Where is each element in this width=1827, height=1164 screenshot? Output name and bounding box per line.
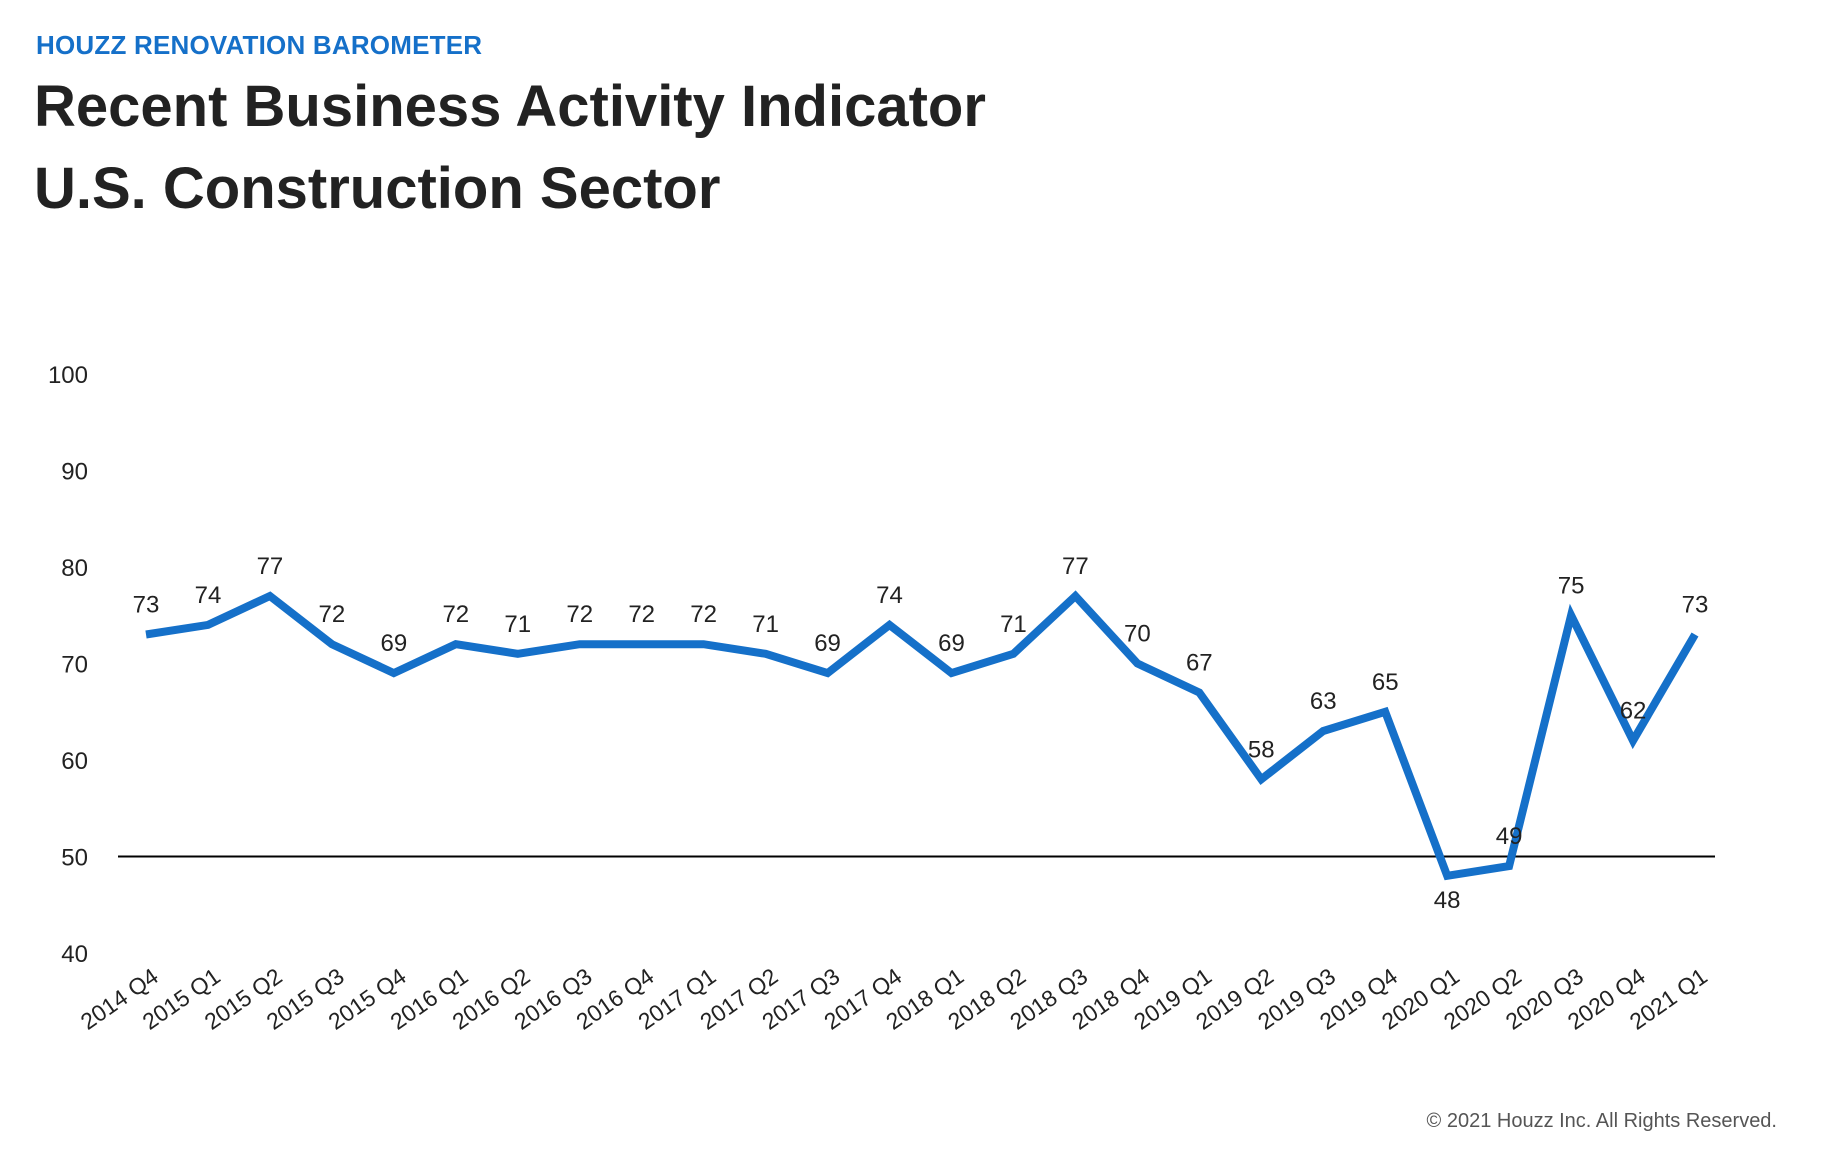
eyebrow-label: HOUZZ RENOVATION BAROMETER bbox=[36, 30, 483, 60]
data-label: 71 bbox=[752, 611, 779, 638]
data-label: 65 bbox=[1372, 669, 1399, 696]
data-label: 71 bbox=[504, 611, 531, 638]
data-label: 58 bbox=[1248, 736, 1275, 763]
y-tick-label: 50 bbox=[61, 845, 88, 872]
title-line-2: U.S. Construction Sector bbox=[34, 156, 721, 221]
y-tick-label: 60 bbox=[61, 748, 88, 775]
data-label: 73 bbox=[133, 592, 160, 619]
data-label: 72 bbox=[628, 601, 655, 628]
page-title: Recent Business Activity Indicator U.S. … bbox=[34, 66, 986, 230]
y-tick-label: 70 bbox=[61, 652, 88, 679]
series-polyline bbox=[145, 590, 1699, 881]
data-label: 73 bbox=[1682, 592, 1709, 619]
data-label: 69 bbox=[938, 630, 965, 657]
y-axis: 40 50 60 70 80 90 100 bbox=[48, 362, 88, 968]
data-label: 63 bbox=[1310, 688, 1337, 715]
y-tick-label: 40 bbox=[61, 941, 88, 968]
data-label: 74 bbox=[195, 582, 222, 609]
data-label: 49 bbox=[1496, 823, 1523, 850]
data-label: 74 bbox=[876, 582, 903, 609]
data-label: 77 bbox=[1062, 553, 1089, 580]
data-label: 72 bbox=[442, 601, 469, 628]
data-label: 72 bbox=[566, 601, 593, 628]
data-label: 62 bbox=[1620, 698, 1647, 725]
data-label: 67 bbox=[1186, 649, 1213, 676]
data-label: 70 bbox=[1124, 621, 1151, 648]
data-label: 71 bbox=[1000, 611, 1027, 638]
data-label: 69 bbox=[380, 630, 407, 657]
data-label: 77 bbox=[257, 553, 284, 580]
y-tick-label: 90 bbox=[61, 459, 88, 486]
data-label: 48 bbox=[1434, 887, 1461, 914]
y-tick-label: 100 bbox=[48, 362, 88, 389]
data-label: 72 bbox=[319, 601, 346, 628]
data-labels: 73 74 77 72 69 72 71 72 72 72 71 69 74 69 71 77 70 67 58 63… bbox=[133, 553, 1709, 914]
copyright: © 2021 Houzz Inc. All Rights Reserved. bbox=[1426, 1110, 1777, 1132]
y-tick-label: 80 bbox=[61, 555, 88, 582]
data-label: 75 bbox=[1558, 572, 1585, 599]
title-line-1: Recent Business Activity Indicator bbox=[34, 74, 986, 139]
data-label: 72 bbox=[690, 601, 717, 628]
data-label: 69 bbox=[814, 630, 841, 657]
series-line bbox=[145, 590, 1699, 881]
